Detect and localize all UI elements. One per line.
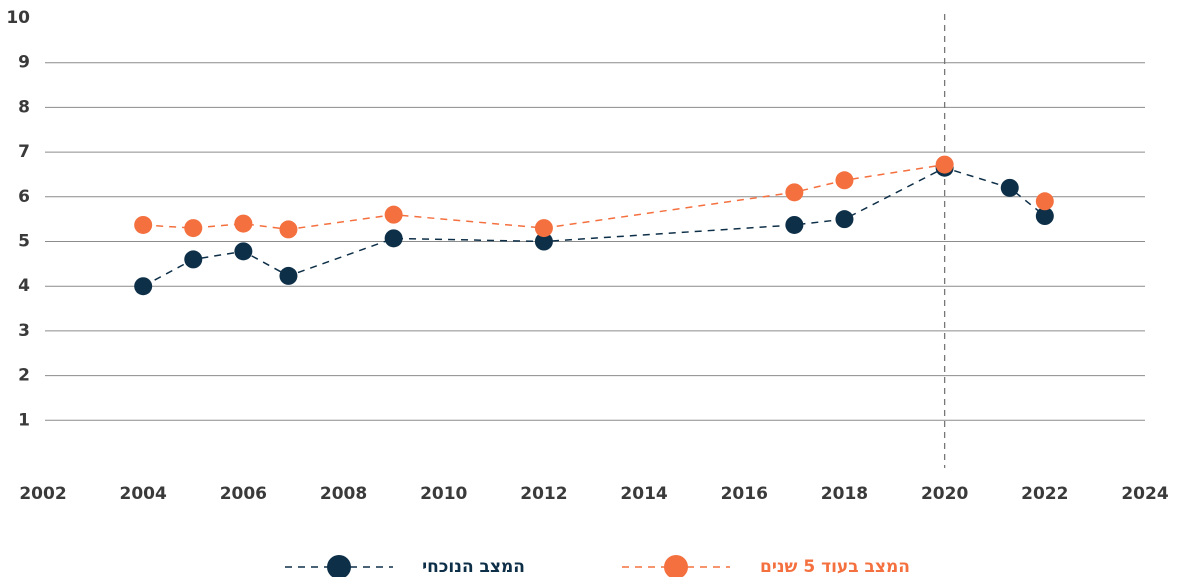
y-tick-label: 6	[18, 187, 30, 207]
x-tick-label: 2008	[320, 484, 367, 504]
data-point	[384, 229, 403, 248]
data-point	[785, 215, 804, 234]
data-point	[234, 242, 253, 261]
y-tick-label: 3	[18, 321, 30, 341]
data-point	[534, 219, 553, 238]
legend-marker	[327, 555, 351, 579]
legend-label: המצב הנוכחי	[422, 557, 525, 577]
x-tick-label: 2014	[620, 484, 667, 504]
data-point	[134, 277, 153, 296]
legend-marker	[664, 555, 688, 579]
legend-item: המצב בעוד 5 שנים	[622, 555, 910, 579]
x-tick-label: 2012	[520, 484, 567, 504]
data-point	[534, 232, 553, 251]
legend-label: המצב בעוד 5 שנים	[760, 557, 910, 577]
data-point	[234, 214, 253, 233]
data-point	[384, 205, 403, 224]
data-point	[184, 219, 203, 238]
y-tick-label: 9	[18, 53, 30, 73]
data-point	[1000, 178, 1019, 197]
y-tick-label: 5	[18, 232, 30, 252]
y-tick-label: 8	[18, 97, 30, 117]
data-point	[134, 215, 153, 234]
x-tick-label: 2004	[120, 484, 167, 504]
data-point	[835, 210, 854, 229]
x-tick-label: 2018	[821, 484, 868, 504]
x-tick-label: 2020	[921, 484, 968, 504]
y-tick-label: 1	[18, 410, 30, 430]
y-tick-label: 4	[18, 276, 30, 296]
data-point	[1035, 192, 1054, 211]
y-tick-label: 10	[6, 8, 30, 28]
x-tick-label: 2024	[1121, 484, 1168, 504]
data-point	[279, 266, 298, 285]
y-tick-label: 7	[18, 142, 30, 162]
x-tick-label: 2002	[19, 484, 66, 504]
y-tick-label: 2	[18, 366, 30, 386]
data-point	[1035, 207, 1054, 226]
x-tick-label: 2022	[1021, 484, 1068, 504]
series-line	[142, 166, 1046, 287]
x-tick-label: 2016	[721, 484, 768, 504]
x-tick-label: 2006	[220, 484, 267, 504]
data-point	[785, 183, 804, 202]
data-point	[279, 220, 298, 239]
legend-item: המצב הנוכחי	[285, 555, 525, 579]
data-point	[935, 155, 954, 174]
data-point	[184, 250, 203, 269]
data-point	[835, 171, 854, 190]
x-tick-label: 2010	[420, 484, 467, 504]
